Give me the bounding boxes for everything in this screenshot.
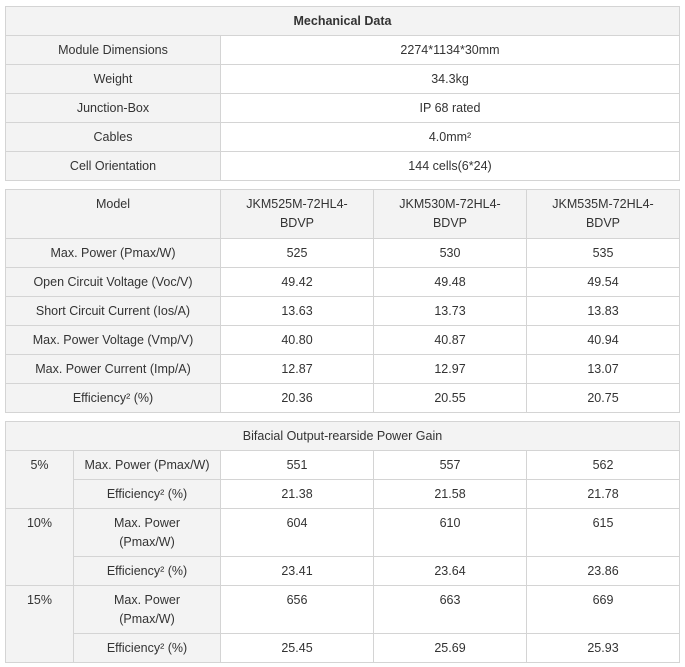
cell-value: 40.87 xyxy=(373,325,527,355)
row-label: Cables xyxy=(5,122,221,152)
cell-value: 13.83 xyxy=(526,296,680,326)
row-value: 144 cells(6*24) xyxy=(220,151,680,181)
row-label: Efficiency² (%) xyxy=(73,556,221,586)
cell-value: 12.87 xyxy=(220,354,374,384)
cell-value: 604 xyxy=(220,508,374,557)
table-row: Efficiency² (%) 25.45 25.69 25.93 xyxy=(6,633,680,663)
row-label: Max. Power (Pmax/W) xyxy=(73,450,221,480)
table-row: Max. Power Current (Imp/A) 12.87 12.97 1… xyxy=(5,354,680,384)
cell-value: 49.48 xyxy=(373,267,527,297)
cell-value: 23.41 xyxy=(220,556,374,586)
table-row: 15% Max. Power (Pmax/W) 656 663 669 xyxy=(5,585,680,663)
row-label: Cell Orientation xyxy=(5,151,221,181)
row-label: Module Dimensions xyxy=(5,35,221,65)
cell-value: 663 xyxy=(373,585,527,634)
cell-value: 562 xyxy=(526,450,680,480)
table-row: Efficiency² (%) 21.38 21.58 21.78 xyxy=(6,479,680,509)
cell-value: 21.38 xyxy=(220,479,374,509)
row-label: Short Circuit Current (Ios/A) xyxy=(5,296,221,326)
cell-value: 535 xyxy=(526,238,680,268)
model-label: Model xyxy=(5,189,221,239)
model-name: JKM530M-72HL4- BDVP xyxy=(373,189,527,239)
model-name: JKM535M-72HL4- BDVP xyxy=(526,189,680,239)
cell-value: 20.36 xyxy=(220,383,374,413)
row-label: Max. Power (Pmax/W) xyxy=(73,585,221,634)
cell-value: 557 xyxy=(373,450,527,480)
bifacial-gain-table: Bifacial Output-rearside Power Gain 5% M… xyxy=(5,421,680,663)
cell-value: 40.94 xyxy=(526,325,680,355)
cell-value: 25.45 xyxy=(220,633,374,663)
electrical-data-table: Model JKM525M-72HL4- BDVP JKM530M-72HL4-… xyxy=(5,189,680,413)
cell-value: 525 xyxy=(220,238,374,268)
row-label: Max. Power Current (Imp/A) xyxy=(5,354,221,384)
table-row: Cables 4.0mm² xyxy=(5,122,680,152)
gain-label: 10% xyxy=(5,508,74,586)
cell-value: 49.54 xyxy=(526,267,680,297)
cell-value: 40.80 xyxy=(220,325,374,355)
table-row: Max. Power (Pmax/W) 525 530 535 xyxy=(5,238,680,268)
cell-value: 13.63 xyxy=(220,296,374,326)
cell-value: 25.93 xyxy=(526,633,680,663)
row-value: IP 68 rated xyxy=(220,93,680,123)
row-label: Open Circuit Voltage (Voc/V) xyxy=(5,267,221,297)
cell-value: 23.86 xyxy=(526,556,680,586)
cell-value: 615 xyxy=(526,508,680,557)
cell-value: 656 xyxy=(220,585,374,634)
cell-value: 12.97 xyxy=(373,354,527,384)
gain-label: 5% xyxy=(5,450,74,509)
row-label: Max. Power (Pmax/W) xyxy=(5,238,221,268)
table-row: Module Dimensions 2274*1134*30mm xyxy=(5,35,680,65)
table-row: Max. Power Voltage (Vmp/V) 40.80 40.87 4… xyxy=(5,325,680,355)
table-row: Weight 34.3kg xyxy=(5,64,680,94)
cell-value: 530 xyxy=(373,238,527,268)
bifacial-title: Bifacial Output-rearside Power Gain xyxy=(5,421,680,451)
table-row: Efficiency² (%) 23.41 23.64 23.86 xyxy=(6,556,680,586)
row-label: Efficiency² (%) xyxy=(73,479,221,509)
row-label: Weight xyxy=(5,64,221,94)
row-label: Max. Power Voltage (Vmp/V) xyxy=(5,325,221,355)
cell-value: 20.55 xyxy=(373,383,527,413)
cell-value: 13.07 xyxy=(526,354,680,384)
table-row: Cell Orientation 144 cells(6*24) xyxy=(5,151,680,181)
mechanical-data-title: Mechanical Data xyxy=(5,6,680,36)
table-row: Junction-Box IP 68 rated xyxy=(5,93,680,123)
cell-value: 49.42 xyxy=(220,267,374,297)
cell-value: 13.73 xyxy=(373,296,527,326)
row-label: Junction-Box xyxy=(5,93,221,123)
gain-label: 15% xyxy=(5,585,74,663)
cell-value: 610 xyxy=(373,508,527,557)
cell-value: 25.69 xyxy=(373,633,527,663)
table-row: Open Circuit Voltage (Voc/V) 49.42 49.48… xyxy=(5,267,680,297)
model-header-row: Model JKM525M-72HL4- BDVP JKM530M-72HL4-… xyxy=(5,189,680,239)
cell-value: 23.64 xyxy=(373,556,527,586)
row-label: Max. Power (Pmax/W) xyxy=(73,508,221,557)
cell-value: 551 xyxy=(220,450,374,480)
mechanical-data-table: Mechanical Data Module Dimensions 2274*1… xyxy=(5,6,680,181)
cell-value: 669 xyxy=(526,585,680,634)
row-label: Efficiency² (%) xyxy=(73,633,221,663)
row-value: 4.0mm² xyxy=(220,122,680,152)
table-row: 5% Max. Power (Pmax/W) 551 557 562 xyxy=(5,450,680,509)
table-row: Efficiency² (%) 20.36 20.55 20.75 xyxy=(5,383,680,413)
table-row: Short Circuit Current (Ios/A) 13.63 13.7… xyxy=(5,296,680,326)
model-name: JKM525M-72HL4- BDVP xyxy=(220,189,374,239)
row-value: 2274*1134*30mm xyxy=(220,35,680,65)
cell-value: 21.78 xyxy=(526,479,680,509)
row-label: Efficiency² (%) xyxy=(5,383,221,413)
row-value: 34.3kg xyxy=(220,64,680,94)
cell-value: 21.58 xyxy=(373,479,527,509)
cell-value: 20.75 xyxy=(526,383,680,413)
table-row: 10% Max. Power (Pmax/W) 604 610 615 xyxy=(5,508,680,586)
